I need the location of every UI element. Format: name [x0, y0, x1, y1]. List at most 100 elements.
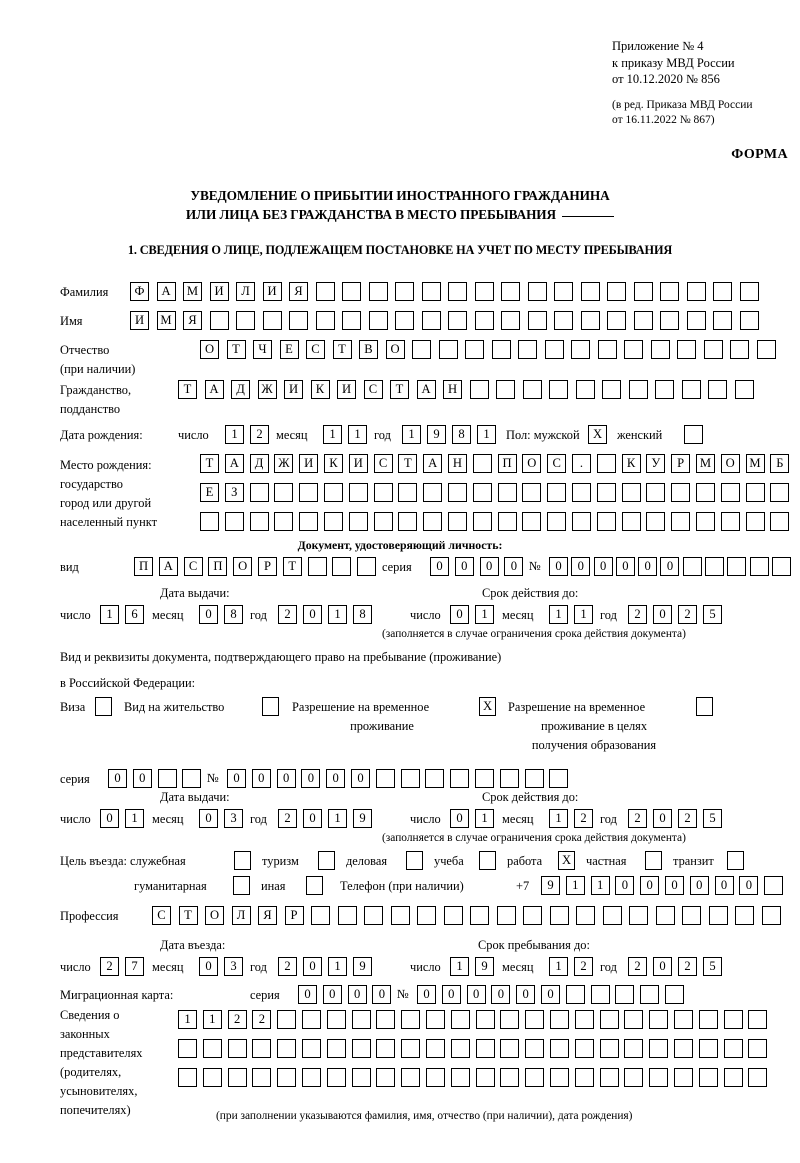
form-cell[interactable]: [357, 557, 377, 576]
form-cell[interactable]: [524, 769, 544, 788]
form-cell[interactable]: 0: [450, 809, 469, 828]
form-cell[interactable]: Т: [282, 557, 302, 576]
form-cell[interactable]: [646, 512, 666, 531]
form-cell[interactable]: [673, 1010, 693, 1029]
form-cell[interactable]: [713, 282, 732, 301]
form-cell[interactable]: [447, 483, 467, 502]
form-cell[interactable]: [549, 1039, 569, 1058]
form-cell[interactable]: [500, 1010, 520, 1029]
form-cell[interactable]: [522, 380, 542, 399]
form-cell[interactable]: 2: [252, 1010, 272, 1029]
form-cell[interactable]: 0: [108, 769, 127, 788]
form-cell[interactable]: Я: [183, 311, 202, 330]
form-cell[interactable]: [491, 340, 511, 359]
form-cell[interactable]: [447, 512, 467, 531]
form-cell[interactable]: [649, 1039, 669, 1058]
form-cell[interactable]: 0: [571, 557, 591, 576]
form-cell[interactable]: [475, 1068, 495, 1087]
form-cell[interactable]: 1: [178, 1010, 197, 1029]
form-cell[interactable]: 1: [475, 605, 494, 624]
form-cell[interactable]: 0: [653, 957, 672, 976]
form-cell[interactable]: [233, 876, 250, 895]
form-cell[interactable]: [522, 512, 542, 531]
form-cell[interactable]: 1: [477, 425, 496, 444]
form-cell[interactable]: [421, 282, 441, 301]
form-cell[interactable]: О: [720, 454, 740, 473]
form-cell[interactable]: [475, 1010, 495, 1029]
form-cell[interactable]: 3: [224, 957, 243, 976]
form-cell[interactable]: [306, 876, 323, 895]
form-cell[interactable]: [525, 1068, 545, 1087]
form-cell[interactable]: 2: [100, 957, 119, 976]
form-cell[interactable]: [465, 340, 484, 359]
form-cell[interactable]: [425, 1010, 445, 1029]
form-cell[interactable]: 0: [350, 769, 370, 788]
form-cell[interactable]: [406, 851, 423, 870]
form-cell[interactable]: [178, 1068, 197, 1087]
form-cell[interactable]: 2: [678, 605, 697, 624]
form-cell[interactable]: [475, 1039, 495, 1058]
form-cell[interactable]: [450, 1010, 470, 1029]
form-cell[interactable]: [318, 851, 335, 870]
purpose-official-checkbox[interactable]: [234, 851, 259, 870]
form-cell[interactable]: [649, 1010, 669, 1029]
form-cell[interactable]: [705, 557, 725, 576]
form-cell[interactable]: [621, 512, 641, 531]
form-cell[interactable]: 1: [100, 605, 119, 624]
form-cell[interactable]: 8: [353, 605, 372, 624]
form-cell[interactable]: [628, 380, 648, 399]
legal-rep-row-3[interactable]: [178, 1068, 773, 1087]
purpose-study-checkbox[interactable]: [479, 851, 504, 870]
form-cell[interactable]: [289, 311, 308, 330]
form-cell[interactable]: Р: [284, 906, 304, 925]
form-cell[interactable]: 0: [301, 769, 321, 788]
form-cell[interactable]: [301, 1068, 321, 1087]
form-cell[interactable]: [376, 1068, 396, 1087]
form-cell[interactable]: [200, 512, 219, 531]
form-cell[interactable]: [590, 985, 610, 1004]
form-cell[interactable]: [748, 1068, 768, 1087]
form-cell[interactable]: 0: [132, 769, 152, 788]
form-cell[interactable]: [597, 340, 617, 359]
form-cell[interactable]: [496, 906, 516, 925]
form-cell[interactable]: 9: [475, 957, 494, 976]
form-cell[interactable]: [664, 985, 684, 1004]
sex-female-checkbox[interactable]: [684, 425, 709, 444]
form-cell[interactable]: 0: [199, 957, 218, 976]
form-cell[interactable]: [277, 1039, 297, 1058]
form-cell[interactable]: [311, 906, 330, 925]
form-cell[interactable]: 5: [703, 809, 722, 828]
form-cell[interactable]: 1: [328, 605, 347, 624]
form-cell[interactable]: [770, 512, 790, 531]
form-cell[interactable]: 8: [224, 605, 243, 624]
form-cell[interactable]: 2: [678, 957, 697, 976]
form-cell[interactable]: 9: [353, 957, 372, 976]
form-cell[interactable]: 9: [541, 876, 560, 895]
form-cell[interactable]: [624, 1068, 644, 1087]
form-cell[interactable]: М: [745, 454, 765, 473]
form-cell[interactable]: [571, 512, 591, 531]
form-cell[interactable]: [596, 454, 616, 473]
form-cell[interactable]: [472, 454, 492, 473]
form-cell[interactable]: [580, 311, 600, 330]
form-cell[interactable]: 2: [678, 809, 697, 828]
form-cell[interactable]: [395, 311, 414, 330]
form-cell[interactable]: [469, 380, 489, 399]
form-cell[interactable]: [376, 1039, 396, 1058]
form-cell[interactable]: [351, 1039, 371, 1058]
form-cell[interactable]: [708, 380, 727, 399]
form-cell[interactable]: 1: [402, 425, 421, 444]
form-cell[interactable]: 0: [441, 985, 461, 1004]
form-cell[interactable]: [412, 340, 431, 359]
form-cell[interactable]: [342, 282, 361, 301]
form-cell[interactable]: [373, 512, 393, 531]
form-cell[interactable]: [252, 1068, 272, 1087]
